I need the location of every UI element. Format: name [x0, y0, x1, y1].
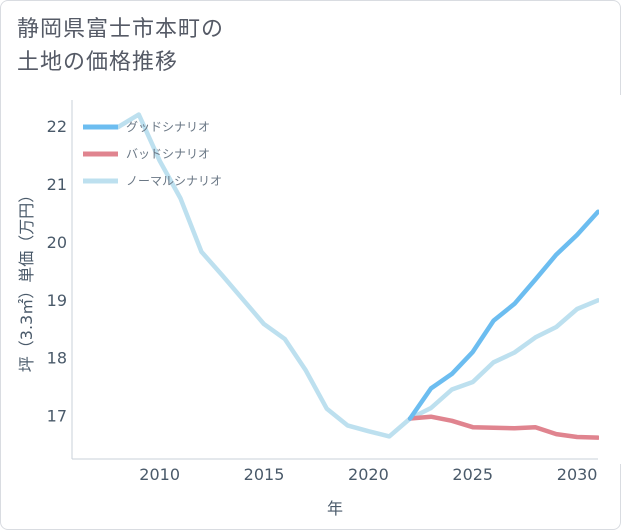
tick-labels: 2010 2015 2020 2025 2030 17 18 19 20 21 22	[47, 117, 598, 484]
y-tick-label: 19	[47, 291, 67, 310]
x-tick-label: 2010	[139, 465, 180, 484]
y-tick-label: 22	[47, 117, 67, 136]
x-tick-label: 2020	[348, 465, 389, 484]
chart-title-line-2: 土地の価格推移	[17, 50, 179, 75]
legend-label-0: グッドシナリオ	[126, 120, 210, 134]
chart-title: 静岡県富士市本町の 土地の価格推移	[17, 13, 224, 79]
legend-label-2: ノーマルシナリオ	[126, 174, 222, 188]
y-tick-label: 20	[47, 233, 67, 252]
y-tick-label: 17	[47, 407, 67, 426]
series-line-1	[407, 414, 601, 440]
x-tick-label: 2025	[452, 465, 493, 484]
x-tick-label: 2030	[557, 465, 598, 484]
y-axis-label: 坪（3.3㎡）単価（万円）	[17, 187, 36, 372]
y-tick-label: 18	[47, 349, 67, 368]
y-tick-label: 21	[47, 175, 67, 194]
x-axis-label: 年	[327, 499, 343, 518]
chart-title-line-1: 静岡県富士市本町の	[17, 17, 225, 42]
series-lines	[115, 95, 621, 464]
series-line-0	[407, 209, 601, 421]
series-line-2	[115, 112, 601, 439]
x-tick-label: 2015	[244, 465, 285, 484]
legend-label-1: バッドシナリオ	[126, 147, 210, 161]
plot-right-mask	[599, 95, 621, 464]
